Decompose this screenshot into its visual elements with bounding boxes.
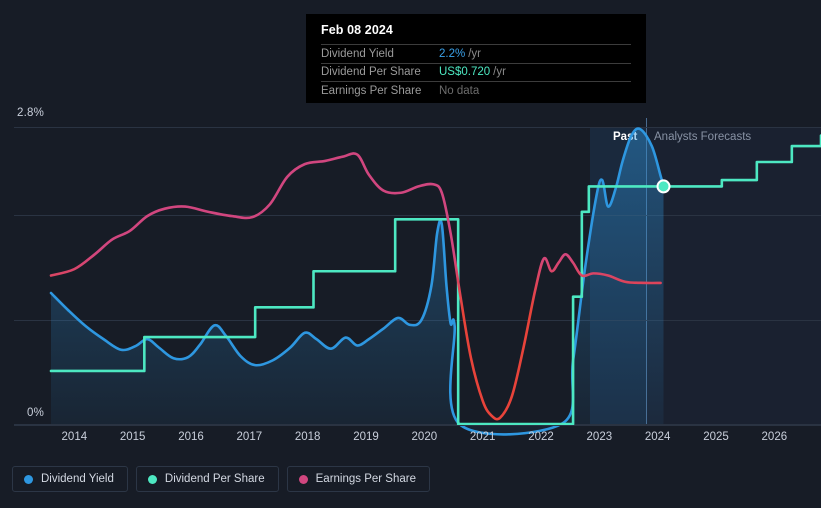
legend-dot-earnings-per-share — [298, 474, 308, 484]
series-line-earnings-per-share — [49, 152, 662, 421]
x-axis-tick-label: 2014 — [61, 431, 88, 443]
x-axis-tick-label: 2021 — [469, 431, 496, 443]
gridline-zero — [14, 424, 821, 425]
x-axis-baseline — [14, 425, 821, 426]
x-axis: 2014 2015 2016 2017 2018 2019 2020 2021 2022 2023… — [0, 425, 821, 455]
series-line-dividend-yield — [49, 127, 665, 436]
series-area-dividend-yield — [51, 128, 664, 435]
x-axis-tick-label: 2026 — [761, 431, 788, 443]
x-axis-tick-label: 2024 — [644, 431, 671, 443]
tooltip-row-unit: /yr — [493, 66, 506, 79]
x-axis-tick-label: 2016 — [178, 431, 204, 443]
legend-dot-dividend-yield — [24, 474, 33, 484]
x-axis-tick-label: 2023 — [586, 431, 613, 443]
gridline-top — [14, 127, 821, 128]
tooltip-row-value: US$0.720 — [439, 66, 491, 79]
legend-dot-dividend-per-share — [147, 474, 157, 484]
tooltip-row-label: Dividend Yield — [321, 47, 394, 60]
series-line-dividend-per-share — [49, 134, 821, 426]
chart-tooltip: Feb 08 2024 Dividend Yield 2.2%/yr Dividen… — [306, 14, 646, 103]
chart-legend: Dividend Yield Dividend Per Share Earnin… — [12, 466, 430, 492]
tooltip-date: Feb 08 2024 — [321, 23, 393, 37]
legend-label-dividend-per-share: Dividend Per Share — [164, 473, 265, 485]
tooltip-marker-dot — [656, 179, 671, 194]
tooltip-row: Earnings Per Share No data — [321, 81, 631, 100]
legend-item-earnings-per-share[interactable]: Earnings Per Share — [286, 466, 430, 492]
legend-label-earnings-per-share: Earnings Per Share — [315, 473, 416, 485]
x-axis-tick-label: 2017 — [236, 431, 263, 443]
x-axis-tick-label: 2015 — [119, 431, 146, 443]
x-axis-tick-label: 2018 — [294, 431, 321, 443]
tooltip-row-label: Dividend Per Share — [321, 66, 421, 79]
gridline-3 — [14, 320, 821, 321]
analysts-forecasts-label: Analysts Forecasts — [654, 131, 752, 143]
tooltip-row-value: 2.2% — [439, 47, 466, 60]
legend-label-dividend-yield: Dividend Yield — [41, 473, 114, 485]
tooltip-row-unit: /yr — [468, 47, 481, 60]
x-axis-tick-label: 2022 — [528, 431, 554, 443]
tooltip-row: Dividend Per Share US$0.720/yr — [321, 62, 631, 82]
x-axis-tick-label: 2025 — [703, 431, 729, 443]
x-axis-tick-label: 2019 — [353, 431, 379, 443]
tooltip-row-value: No data — [439, 84, 480, 97]
y-axis-label-min: 0% — [26, 407, 44, 419]
y-axis-label-max: 2.8% — [16, 107, 44, 119]
tooltip-row-label: Earnings Per Share — [321, 84, 422, 97]
legend-item-dividend-per-share[interactable]: Dividend Per Share — [135, 466, 279, 492]
x-axis-tick-label: 2020 — [411, 431, 438, 443]
forecast-band — [646, 127, 821, 424]
legend-item-dividend-yield[interactable]: Dividend Yield — [12, 466, 128, 492]
tooltip-row: Dividend Yield 2.2%/yr — [321, 44, 631, 63]
gridline-2 — [14, 215, 821, 216]
